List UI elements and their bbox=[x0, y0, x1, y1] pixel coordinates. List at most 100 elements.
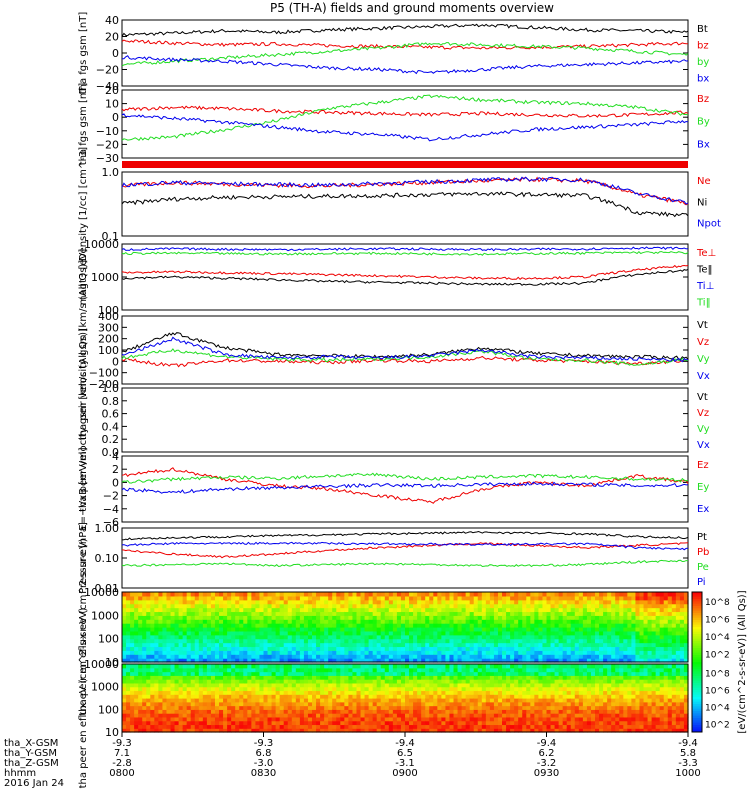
heatmap-cell bbox=[154, 619, 159, 624]
heatmap-cell bbox=[615, 701, 620, 707]
heatmap-cell bbox=[275, 615, 281, 620]
heatmap-cell bbox=[477, 592, 483, 597]
heatmap-cell bbox=[360, 720, 366, 726]
heatmap-cell bbox=[433, 686, 438, 692]
heatmap-cell bbox=[368, 595, 374, 601]
heatmap-cell bbox=[380, 701, 386, 707]
heatmap-cell bbox=[372, 679, 378, 684]
heatmap-cell bbox=[493, 615, 499, 620]
heatmap-cell bbox=[526, 630, 531, 636]
heatmap-cell bbox=[465, 686, 471, 692]
heatmap-cell bbox=[667, 634, 673, 640]
heatmap-cell bbox=[607, 690, 612, 695]
heatmap-cell bbox=[473, 611, 479, 616]
heatmap-cell bbox=[307, 634, 313, 640]
heatmap-cell bbox=[590, 664, 596, 669]
heatmap-cell bbox=[603, 698, 608, 703]
heatmap-cell bbox=[506, 646, 511, 651]
heatmap-cell bbox=[376, 690, 382, 695]
heatmap-cell bbox=[578, 599, 584, 605]
heatmap-cell bbox=[449, 658, 455, 663]
heatmap-cell bbox=[510, 658, 515, 663]
heatmap-cell bbox=[380, 716, 386, 722]
heatmap-cell bbox=[534, 724, 540, 729]
heatmap-cell bbox=[210, 642, 216, 648]
series-Pe bbox=[121, 559, 689, 568]
heatmap-cell bbox=[316, 705, 321, 710]
heatmap-cell bbox=[190, 654, 196, 659]
heatmap-cell bbox=[279, 675, 285, 680]
heatmap-cell bbox=[130, 664, 135, 669]
heatmap-cell bbox=[279, 615, 285, 620]
heatmap-cell bbox=[526, 650, 531, 655]
heatmap-cell bbox=[457, 716, 463, 722]
heatmap-cell bbox=[514, 611, 519, 616]
heatmap-cell bbox=[619, 686, 624, 692]
heatmap-cell bbox=[417, 603, 422, 609]
heatmap-cell bbox=[251, 619, 257, 624]
heatmap-cell bbox=[336, 694, 341, 699]
heatmap-cell bbox=[142, 705, 147, 710]
heatmap-cell bbox=[469, 720, 475, 726]
heatmap-cell bbox=[554, 664, 560, 669]
heatmap-cell bbox=[178, 724, 184, 729]
heatmap-cell bbox=[267, 716, 273, 722]
heatmap-cell bbox=[388, 603, 394, 609]
heatmap-cell bbox=[603, 713, 608, 718]
heatmap-cell bbox=[263, 623, 269, 628]
heatmap-cell bbox=[417, 599, 422, 605]
heatmap-cell bbox=[332, 599, 337, 605]
heatmap-cell bbox=[291, 675, 297, 680]
heatmap-cell bbox=[295, 682, 301, 688]
heatmap-cell bbox=[223, 627, 228, 632]
heatmap-cell bbox=[526, 705, 531, 710]
heatmap-cell bbox=[607, 623, 612, 628]
panel-frame bbox=[121, 89, 689, 159]
heatmap-cell bbox=[158, 671, 164, 676]
heatmap-cell bbox=[481, 667, 487, 673]
heatmap-cell bbox=[425, 611, 430, 616]
heatmap-cell bbox=[328, 713, 333, 718]
heatmap-cell bbox=[574, 599, 580, 605]
heatmap-cell bbox=[324, 713, 329, 718]
heatmap-cell bbox=[400, 623, 406, 628]
heatmap-cell bbox=[651, 654, 657, 659]
heatmap-cell bbox=[316, 667, 321, 673]
heatmap-cell bbox=[409, 690, 414, 695]
heatmap-cell bbox=[380, 592, 386, 597]
heatmap-cell bbox=[679, 627, 685, 632]
heatmap-cell bbox=[639, 658, 645, 663]
heatmap-cell bbox=[493, 623, 499, 628]
heatmap-cell bbox=[429, 671, 434, 676]
heatmap-cell bbox=[623, 627, 628, 632]
heatmap-cell bbox=[607, 671, 612, 676]
heatmap-cell bbox=[392, 713, 398, 718]
heatmap-cell bbox=[122, 664, 127, 669]
heatmap-cell bbox=[368, 716, 374, 722]
heatmap-cell bbox=[574, 667, 580, 673]
heatmap-cell bbox=[368, 599, 374, 605]
heatmap-cell bbox=[324, 592, 329, 597]
heatmap-cell bbox=[497, 682, 503, 688]
heatmap-cell bbox=[485, 686, 491, 692]
heatmap-cell bbox=[493, 716, 499, 722]
heatmap-cell bbox=[485, 671, 491, 676]
heatmap-cell bbox=[275, 603, 281, 609]
heatmap-cell bbox=[279, 698, 285, 703]
heatmap-cell bbox=[461, 671, 467, 676]
heatmap-cell bbox=[461, 603, 467, 609]
heatmap-cell bbox=[344, 724, 349, 729]
heatmap-cell bbox=[558, 713, 564, 718]
heatmap-cell bbox=[247, 686, 252, 692]
heatmap-cell bbox=[392, 694, 398, 699]
heatmap-cell bbox=[421, 690, 426, 695]
heatmap-cell bbox=[554, 690, 560, 695]
heatmap-cell bbox=[138, 634, 143, 640]
heatmap-cell bbox=[178, 634, 184, 640]
heatmap-cell bbox=[243, 630, 248, 636]
heatmap-cell bbox=[586, 701, 592, 707]
heatmap-cell bbox=[170, 716, 176, 722]
heatmap-cell bbox=[429, 603, 434, 609]
heatmap-cell bbox=[275, 634, 281, 640]
heatmap-cell bbox=[558, 634, 564, 640]
